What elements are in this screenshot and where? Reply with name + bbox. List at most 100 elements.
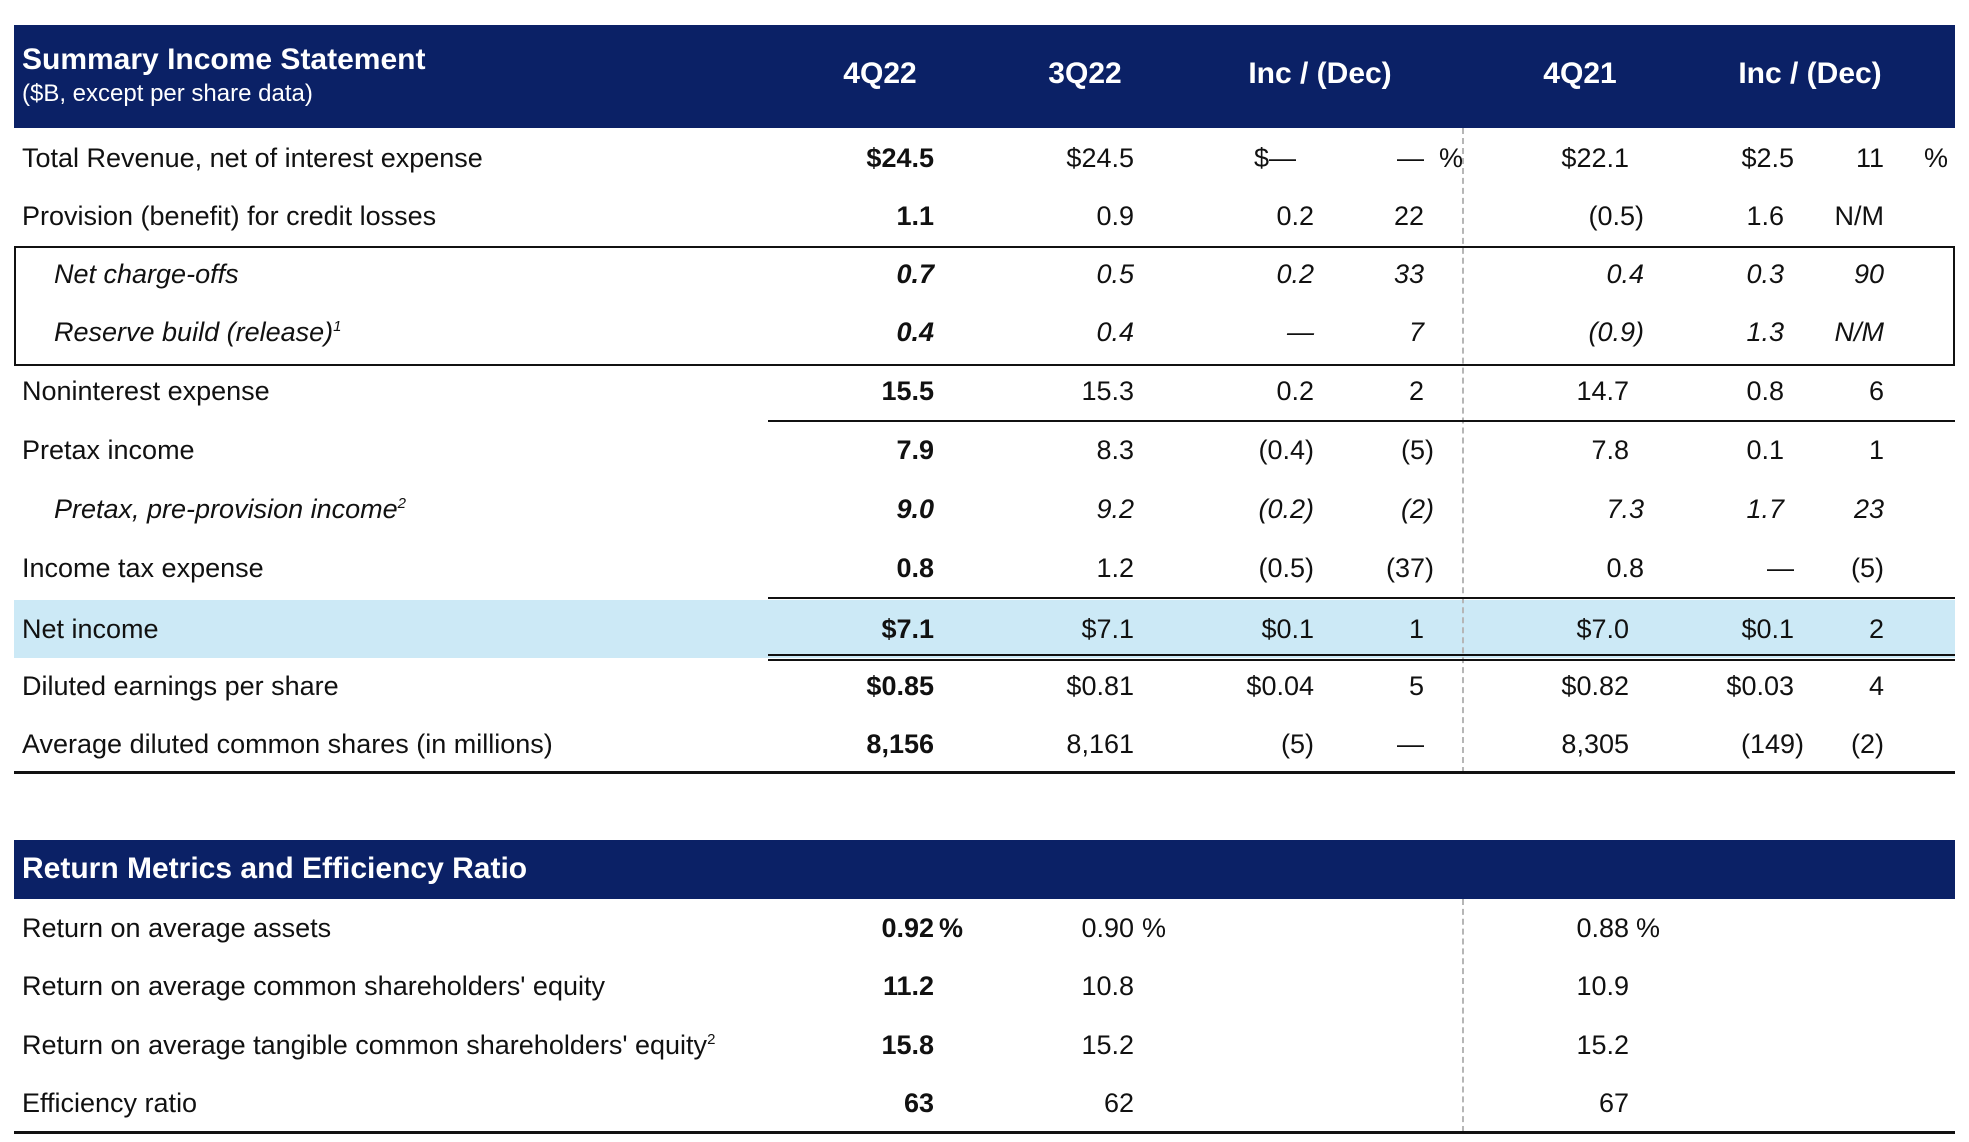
row-label: Noninterest expense — [22, 376, 270, 406]
value-3q22: $7.1 — [1081, 614, 1134, 644]
value-4q21: 67 — [1598, 1088, 1629, 1118]
table-row: Net income $7.1 $7.1 $0.1 1 $7.0 $0.1 2 — [14, 600, 1955, 658]
inc-dec-1-amount: (5) — [1281, 729, 1314, 759]
inc-dec-2-percent: 90 — [1853, 259, 1884, 289]
percent-sign: % — [1439, 143, 1464, 173]
value-4q21: 0.8 — [1606, 553, 1644, 583]
inc-dec-2-amount: 1.6 — [1746, 201, 1784, 231]
inc-dec-2-amount: — — [1767, 553, 1794, 583]
row-label: Reserve build (release)1 — [54, 303, 341, 361]
row-label: Net charge-offs — [54, 259, 239, 289]
value-4q21: (0.9) — [1588, 317, 1644, 347]
inc-dec-1-amount: (0.5) — [1258, 553, 1314, 583]
inc-dec-1-amount: (0.2) — [1258, 494, 1314, 524]
provision-detail-box — [14, 246, 1955, 366]
inc-dec-2-percent: 11 — [1855, 143, 1884, 173]
value-3q22: $24.5 — [1066, 143, 1134, 173]
col-header-4q22: 4Q22 — [843, 57, 917, 90]
inc-dec-2-percent: (5) — [1851, 553, 1884, 583]
footnote-marker: 2 — [707, 1031, 716, 1048]
inc-dec-1-percent: 1 — [1408, 614, 1424, 644]
table-row: Net charge-offs 0.7 0.5 0.2 33 0.4 0.3 9… — [14, 245, 1955, 303]
inc-dec-1-percent: — — [1397, 729, 1424, 759]
value-3q22: 62 — [1103, 1088, 1134, 1118]
value-4q22: 9.0 — [896, 494, 934, 524]
inc-dec-1-amount: (0.4) — [1258, 435, 1314, 465]
value-3q22: 15.3 — [1081, 376, 1134, 406]
row-label: Return on average tangible common shareh… — [22, 1016, 715, 1074]
column-divider — [1462, 128, 1464, 773]
inc-dec-2-amount: 1.7 — [1746, 494, 1784, 524]
income-statement-header: Summary Income Statement ($B, except per… — [14, 25, 1955, 128]
rule — [768, 659, 1955, 661]
value-4q21: $0.82 — [1561, 671, 1629, 701]
inc-dec-1-percent: (5) — [1401, 435, 1434, 465]
col-header-inc-dec-2: Inc / (Dec) — [1738, 57, 1882, 90]
row-label: Return on average assets — [22, 913, 332, 943]
inc-dec-1-percent: (37) — [1385, 553, 1434, 583]
value-4q21: 8,305 — [1561, 729, 1629, 759]
value-3q22: 0.90 — [1081, 913, 1134, 943]
row-label: Diluted earnings per share — [22, 671, 339, 701]
value-4q22: $7.1 — [881, 614, 934, 644]
row-label-text: Pretax, pre-provision income — [54, 494, 398, 524]
row-label-text: Reserve build (release) — [54, 317, 334, 347]
table-row: Provision (benefit) for credit losses 1.… — [14, 187, 1955, 245]
inc-dec-2-percent: N/M — [1834, 201, 1885, 231]
inc-dec-1-amount: 0.2 — [1276, 259, 1314, 289]
row-label: Pretax, pre-provision income2 — [54, 480, 406, 538]
percent-sign: % — [1636, 913, 1661, 943]
rule — [768, 597, 1955, 599]
table-row: Return on average common shareholders' e… — [14, 957, 1955, 1015]
inc-dec-2-percent: 4 — [1868, 671, 1884, 701]
value-4q21: 0.4 — [1606, 259, 1644, 289]
inc-dec-2-amount: 1.3 — [1746, 317, 1784, 347]
row-label: Average diluted common shares (in millio… — [22, 729, 553, 759]
inc-dec-1-percent: 2 — [1408, 376, 1424, 406]
value-4q21: (0.5) — [1588, 201, 1644, 231]
inc-dec-2-percent: 1 — [1868, 435, 1884, 465]
value-4q22: 1.1 — [896, 201, 934, 231]
return-metrics-title: Return Metrics and Efficiency Ratio — [22, 852, 528, 885]
inc-dec-1-percent: 5 — [1408, 671, 1424, 701]
row-label: Income tax expense — [22, 553, 264, 583]
inc-dec-2-percent: 23 — [1853, 494, 1884, 524]
value-4q21: 10.9 — [1576, 971, 1629, 1001]
value-3q22: 10.8 — [1081, 971, 1134, 1001]
row-label: Provision (benefit) for credit losses — [22, 201, 437, 231]
value-3q22: 9.2 — [1096, 494, 1134, 524]
inc-dec-1-amount: $— — [1254, 143, 1297, 173]
rule — [14, 771, 1955, 774]
inc-dec-2-amount: 0.1 — [1746, 435, 1784, 465]
row-label: Return on average common shareholders' e… — [22, 971, 605, 1001]
value-4q22: $24.5 — [866, 143, 934, 173]
return-metrics-header: Return Metrics and Efficiency Ratio — [14, 840, 1955, 899]
value-4q21: 7.8 — [1591, 435, 1629, 465]
rule — [14, 1131, 1955, 1134]
value-4q21: $7.0 — [1576, 614, 1629, 644]
inc-dec-1-amount: 0.2 — [1276, 376, 1314, 406]
value-4q22: $0.85 — [866, 671, 934, 701]
value-4q21: 14.7 — [1576, 376, 1629, 406]
value-3q22: $0.81 — [1066, 671, 1134, 701]
col-header-inc-dec-1: Inc / (Dec) — [1248, 57, 1392, 90]
inc-dec-2-amount: 0.3 — [1746, 259, 1784, 289]
inc-dec-2-amount: (149) — [1740, 729, 1804, 759]
row-label: Efficiency ratio — [22, 1088, 198, 1118]
col-header-4q21: 4Q21 — [1543, 57, 1617, 90]
percent-sign: % — [1924, 143, 1949, 173]
inc-dec-2-percent: N/M — [1834, 317, 1885, 347]
row-label-text: Return on average tangible common shareh… — [22, 1030, 708, 1060]
inc-dec-1-amount: — — [1287, 317, 1314, 347]
table-row: Diluted earnings per share $0.85 $0.81 $… — [14, 657, 1955, 715]
table-row: Pretax, pre-provision income2 9.0 9.2 (0… — [14, 480, 1955, 538]
value-4q22: 15.5 — [881, 376, 934, 406]
value-3q22: 0.9 — [1096, 201, 1134, 231]
table-row: Efficiency ratio 63 62 67 — [14, 1074, 1955, 1132]
inc-dec-2-percent: (2) — [1851, 729, 1884, 759]
inc-dec-2-amount: $0.03 — [1726, 671, 1794, 701]
inc-dec-1-percent: (2) — [1401, 494, 1434, 524]
inc-dec-1-percent: 7 — [1408, 317, 1424, 347]
value-4q21: $22.1 — [1561, 143, 1629, 173]
income-statement-subtitle: ($B, except per share data) — [22, 80, 313, 107]
